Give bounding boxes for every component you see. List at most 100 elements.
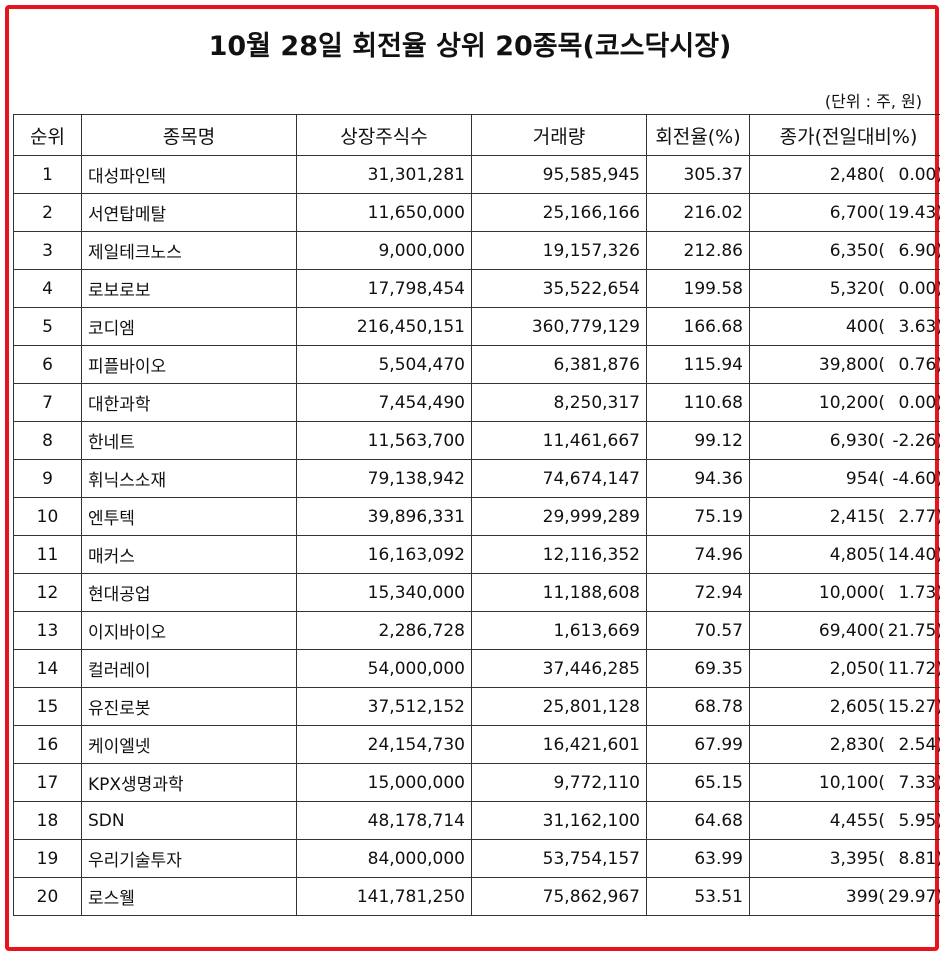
header-turnover: 회전율(%) [646, 114, 750, 156]
listed-shares-cell: 39,896,331 [296, 497, 472, 536]
turnover-cell: 64.68 [646, 801, 750, 840]
close-price-cell: 2,830(2.54) [749, 725, 940, 764]
name-cell: 대성파인텍 [81, 155, 297, 194]
table-row: 20 로스웰 141,781,250 75,862,967 53.51 399(29.97… [13, 877, 940, 916]
name-cell: SDN [81, 801, 297, 840]
table-row: 12 현대공업 15,340,000 11,188,608 72.94 10,000(1.… [13, 573, 940, 612]
table-row: 8 한네트 11,563,700 11,461,667 99.12 6,930(-2.26… [13, 421, 940, 460]
close-price: 6,930( [829, 430, 885, 451]
table-row: 13 이지바이오 2,286,728 1,613,669 70.57 69,400(21.… [13, 611, 940, 650]
rank-cell: 9 [13, 459, 82, 498]
rank-cell: 16 [13, 725, 82, 764]
table-row: 2 서연탑메탈 11,650,000 25,166,166 216.02 6,700(19… [13, 193, 940, 232]
listed-shares-cell: 11,650,000 [296, 193, 472, 232]
change-percent: -4.60) [892, 468, 940, 489]
unit-note: (단위 : 주, 원) [824, 92, 922, 111]
volume-cell: 1,613,669 [471, 611, 647, 650]
turnover-cell: 75.19 [646, 497, 750, 536]
change-percent: 3.63) [898, 316, 940, 337]
close-price-cell: 399(29.97) [749, 877, 940, 916]
change-percent: 5.95) [898, 810, 940, 831]
table-row: 18 SDN 48,178,714 31,162,100 64.68 4,455(5.95… [13, 801, 940, 840]
table-row: 9 휘닉스소재 79,138,942 74,674,147 94.36 954(-4.60… [13, 459, 940, 498]
close-price-cell: 954(-4.60) [749, 459, 940, 498]
volume-cell: 35,522,654 [471, 269, 647, 308]
change-percent: 0.00) [898, 278, 940, 299]
rank-cell: 4 [13, 269, 82, 308]
volume-cell: 16,421,601 [471, 725, 647, 764]
name-cell: 코디엠 [81, 307, 297, 346]
close-price-cell: 6,350(6.90) [749, 231, 940, 270]
turnover-table: 순위 종목명 상장주식수 거래량 회전율(%) 종가(전일대비%) 1 대성파인텍… [13, 114, 940, 916]
turnover-cell: 166.68 [646, 307, 750, 346]
listed-shares-cell: 31,301,281 [296, 155, 472, 194]
close-price-cell: 6,700(19.43) [749, 193, 940, 232]
name-cell: 이지바이오 [81, 611, 297, 650]
rank-cell: 5 [13, 307, 82, 346]
turnover-cell: 72.94 [646, 573, 750, 612]
change-percent: 0.00) [898, 164, 940, 185]
listed-shares-cell: 5,504,470 [296, 345, 472, 384]
close-price: 69,400( [818, 620, 885, 641]
turnover-cell: 63.99 [646, 839, 750, 878]
volume-cell: 12,116,352 [471, 535, 647, 574]
table-row: 14 컬러레이 54,000,000 37,446,285 69.35 2,050(11.… [13, 649, 940, 688]
name-cell: 엔투텍 [81, 497, 297, 536]
name-cell: 우리기술투자 [81, 839, 297, 878]
listed-shares-cell: 141,781,250 [296, 877, 472, 916]
listed-shares-cell: 7,454,490 [296, 383, 472, 422]
name-cell: 로보로보 [81, 269, 297, 308]
close-price-cell: 400(3.63) [749, 307, 940, 346]
change-percent: 19.43) [887, 202, 940, 223]
rank-cell: 8 [13, 421, 82, 460]
volume-cell: 53,754,157 [471, 839, 647, 878]
change-percent: 15.27) [887, 696, 940, 717]
table-row: 1 대성파인텍 31,301,281 95,585,945 305.37 2,480(0.… [13, 155, 940, 194]
volume-cell: 6,381,876 [471, 345, 647, 384]
change-percent: -2.26) [892, 430, 940, 451]
volume-cell: 75,862,967 [471, 877, 647, 916]
change-percent: 1.73) [898, 582, 940, 603]
listed-shares-cell: 48,178,714 [296, 801, 472, 840]
volume-cell: 25,166,166 [471, 193, 647, 232]
table-row: 6 피플바이오 5,504,470 6,381,876 115.94 39,800(0.7… [13, 345, 940, 384]
close-price: 4,455( [829, 810, 885, 831]
volume-cell: 11,461,667 [471, 421, 647, 460]
table-row: 10 엔투텍 39,896,331 29,999,289 75.19 2,415(2.77… [13, 497, 940, 536]
name-cell: KPX생명과학 [81, 763, 297, 802]
table-row: 11 매커스 16,163,092 12,116,352 74.96 4,805(14.4… [13, 535, 940, 574]
table-row: 17 KPX생명과학 15,000,000 9,772,110 65.15 10,100(… [13, 763, 940, 802]
change-percent: 6.90) [898, 240, 940, 261]
volume-cell: 74,674,147 [471, 459, 647, 498]
close-price-cell: 5,320( 0.00) [749, 269, 940, 308]
name-cell: 유진로봇 [81, 687, 297, 726]
table-header-row: 순위 종목명 상장주식수 거래량 회전율(%) 종가(전일대비%) [13, 114, 940, 156]
header-close: 종가(전일대비%) [749, 114, 940, 156]
close-price: 5,320( [829, 278, 885, 299]
turnover-cell: 305.37 [646, 155, 750, 194]
listed-shares-cell: 11,563,700 [296, 421, 472, 460]
rank-cell: 17 [13, 763, 82, 802]
rank-cell: 2 [13, 193, 82, 232]
volume-cell: 11,188,608 [471, 573, 647, 612]
table-row: 5 코디엠 216,450,151 360,779,129 166.68 400(3.63… [13, 307, 940, 346]
listed-shares-cell: 84,000,000 [296, 839, 472, 878]
close-price: 3,395( [829, 848, 885, 869]
close-price-cell: 39,800(0.76) [749, 345, 940, 384]
change-percent: 14.40) [887, 544, 940, 565]
close-price: 2,605( [829, 696, 885, 717]
listed-shares-cell: 15,000,000 [296, 763, 472, 802]
close-price-cell: 10,000(1.73) [749, 573, 940, 612]
rank-cell: 19 [13, 839, 82, 878]
table-row: 3 제일테크노스 9,000,000 19,157,326 212.86 6,350(6.… [13, 231, 940, 270]
name-cell: 휘닉스소재 [81, 459, 297, 498]
name-cell: 매커스 [81, 535, 297, 574]
name-cell: 컬러레이 [81, 649, 297, 688]
listed-shares-cell: 16,163,092 [296, 535, 472, 574]
turnover-cell: 99.12 [646, 421, 750, 460]
rank-cell: 11 [13, 535, 82, 574]
name-cell: 로스웰 [81, 877, 297, 916]
change-percent: 2.77) [898, 506, 940, 527]
name-cell: 제일테크노스 [81, 231, 297, 270]
close-price-cell: 2,050(11.72) [749, 649, 940, 688]
